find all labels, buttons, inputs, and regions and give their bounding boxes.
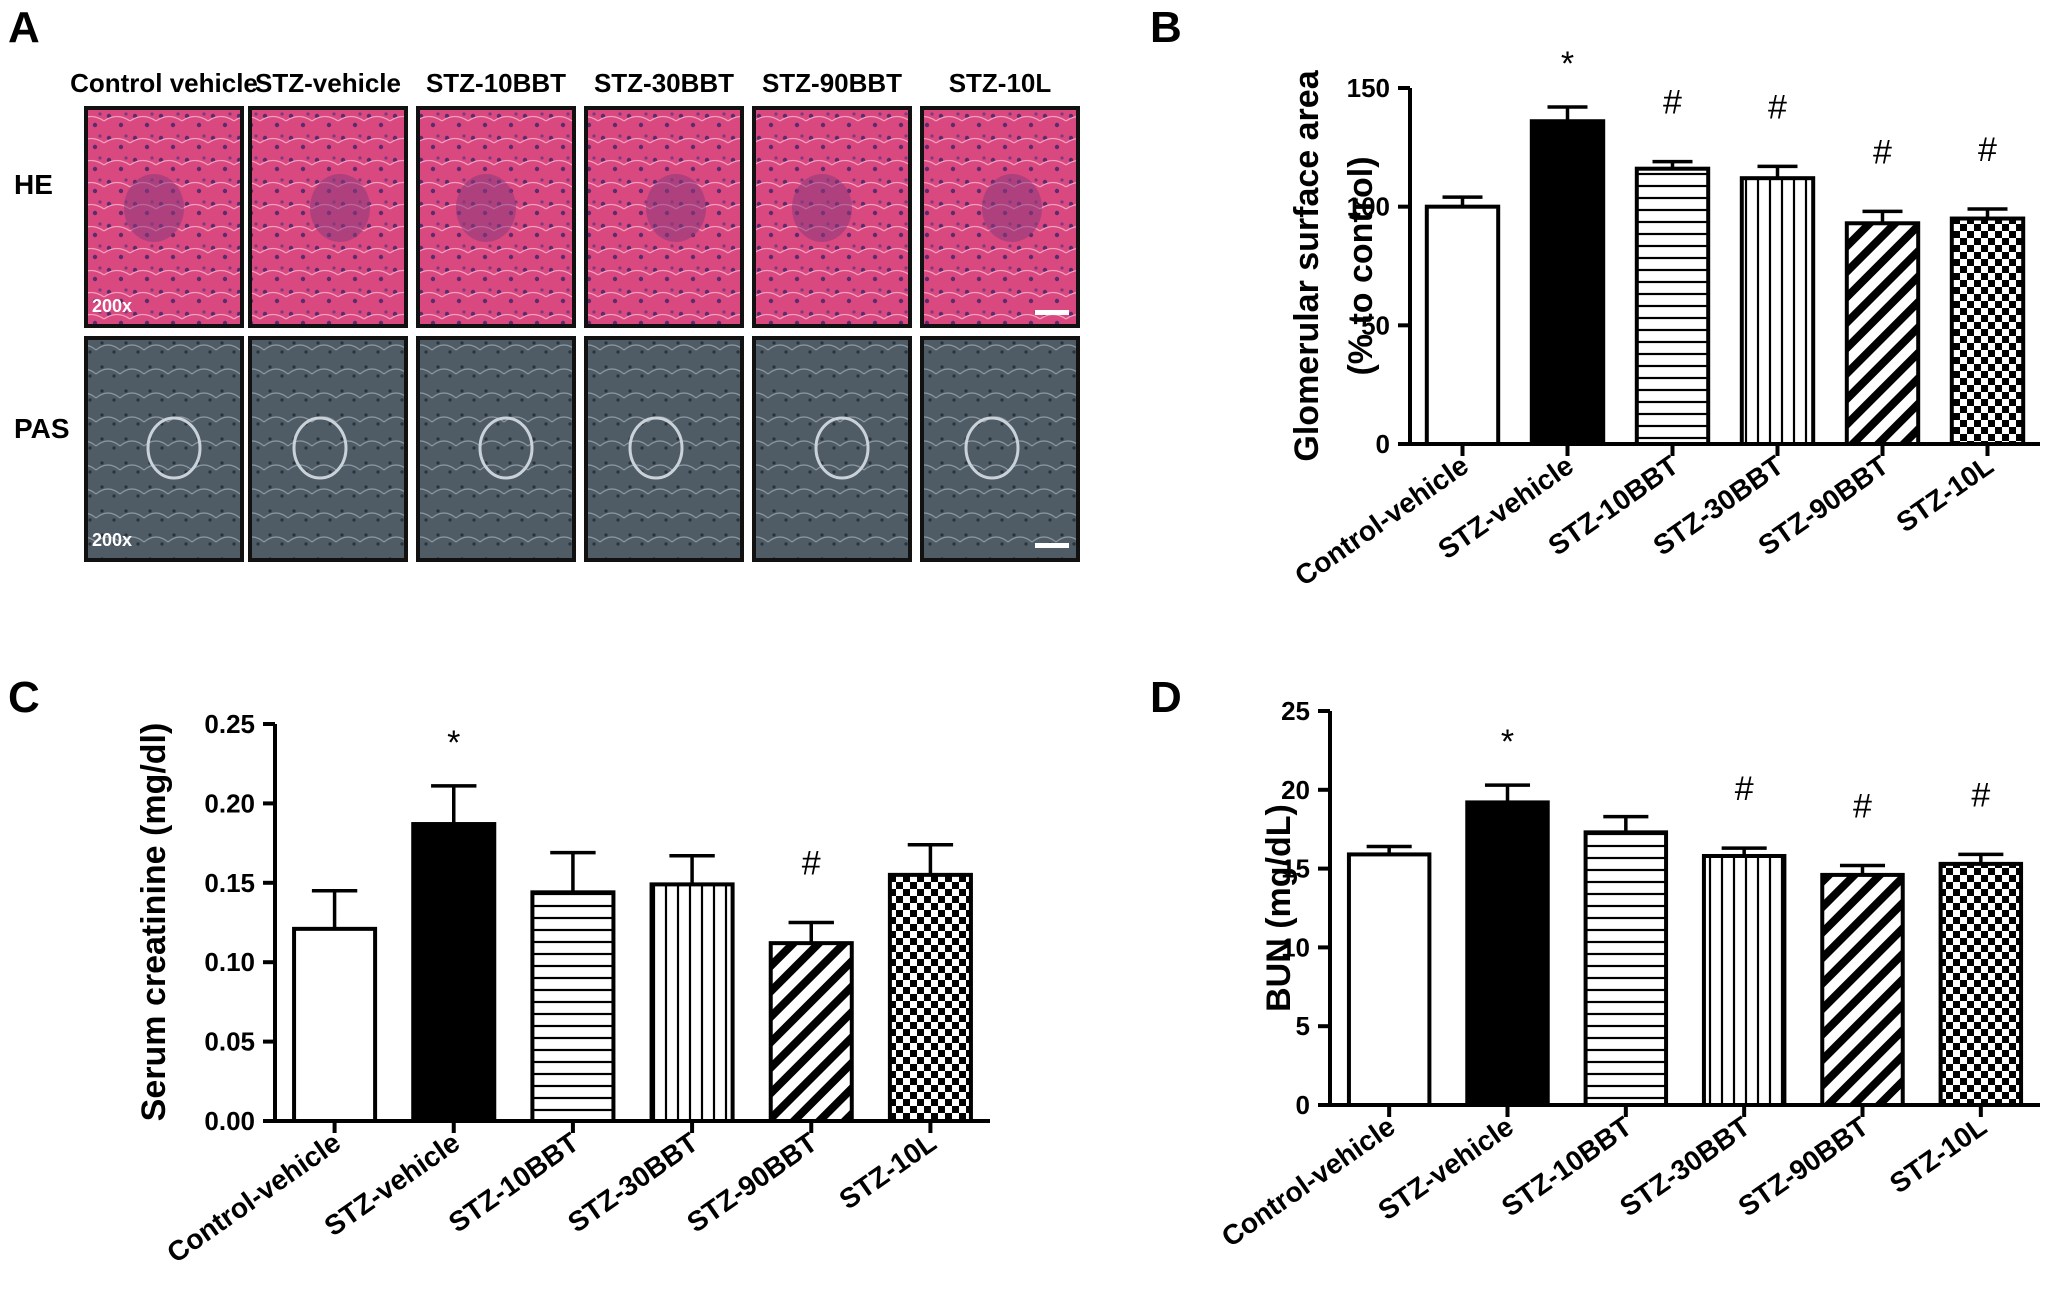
y-tick-label: 100	[1347, 192, 1390, 222]
pas-tile-stz-vehicle	[248, 336, 408, 562]
column-label-stz-vehicle: STZ-vehicle	[255, 68, 401, 98]
he-tile-stz-10bbt	[416, 106, 576, 328]
chart-d-bun: 0 5 10 15 20 25 BUN (mg/dL) Control-vehicle STZ-…	[1216, 696, 2040, 1253]
he-tile-stz-30bbt	[584, 106, 744, 328]
he-magnification-label: 200x	[92, 296, 132, 316]
x-tick-label-stz-10bbt: STZ-10BBT	[443, 1127, 584, 1239]
bar-stz-90bbt	[768, 941, 854, 1123]
he-tile-stz-vehicle	[248, 106, 408, 328]
bar-stz-vehicle	[1465, 800, 1550, 1108]
significance-star-stz-vehicle: *	[1561, 45, 1574, 83]
bar-stz-10l	[887, 872, 973, 1123]
y-tick-label: 0.00	[204, 1106, 255, 1136]
x-tick-label-stz-30bbt: STZ-30BBT	[562, 1127, 703, 1239]
he-tile-stz-10l	[920, 106, 1080, 328]
he-scale-bar	[1035, 310, 1069, 315]
x-tick-label-control-vehicle: Control-vehicle	[1289, 450, 1474, 592]
y-tick-label: 15	[1281, 854, 1310, 884]
panel-letter-b: B	[1150, 3, 1182, 52]
x-tick-label-stz-90bbt: STZ-90BBT	[681, 1127, 822, 1239]
chart-c-serum-creatinine: 0.00 0.05 0.10 0.15 0.20 0.25 Serum creatinine…	[135, 709, 990, 1269]
panel-letter-a: A	[8, 3, 40, 52]
significance-hash-stz-30bbt: #	[1735, 770, 1754, 808]
bar-stz-30bbt	[1701, 853, 1787, 1107]
pas-scale-bar	[1035, 543, 1069, 548]
y-axis-label-units: (% to control)	[1342, 156, 1380, 375]
bar-control-vehicle	[1424, 204, 1501, 446]
bar-stz-10bbt	[1583, 830, 1669, 1107]
y-tick-label: 10	[1281, 932, 1310, 962]
y-tick-label: 150	[1347, 73, 1390, 103]
significance-hash-stz-10l: #	[1971, 776, 1990, 814]
y-axis-label: Serum creatinine (mg/dl)	[135, 723, 173, 1122]
row-label-he: HE	[14, 169, 53, 200]
y-tick-label: 0	[1296, 1090, 1310, 1120]
micrograph-grid	[84, 106, 1080, 562]
pas-tile-stz-30bbt	[584, 336, 744, 562]
bar-control-vehicle	[292, 926, 378, 1123]
pas-tile-stz-10bbt	[416, 336, 576, 562]
y-tick-label: 0.20	[204, 788, 255, 818]
y-axis-label: Glomerular surface area	[1288, 69, 1326, 461]
x-tick-label-stz-vehicle: STZ-vehicle	[319, 1127, 466, 1243]
pas-tile-control-vehicle	[84, 336, 244, 562]
column-label-stz-90bbt: STZ-90BBT	[762, 68, 902, 98]
y-tick-label: 20	[1281, 775, 1310, 805]
bar-stz-vehicle	[1529, 119, 1606, 447]
chart-b-glomerular-surface-area: 0 50 100 150 Glomerular surface area (% to co…	[1288, 45, 2040, 592]
bar-control-vehicle	[1346, 852, 1432, 1108]
row-label-pas: PAS	[14, 413, 70, 444]
bar-stz-10bbt	[1634, 166, 1711, 446]
y-tick-label: 0.10	[204, 947, 255, 977]
pas-tile-stz-90bbt	[752, 336, 912, 562]
y-tick-label: 0.15	[204, 868, 255, 898]
column-label-control-vehicle: Control vehicle	[70, 68, 258, 98]
significance-hash-stz-10l: #	[1978, 131, 1997, 169]
y-tick-label: 5	[1296, 1011, 1310, 1041]
x-tick-label-stz-10bbt: STZ-10BBT	[1496, 1111, 1637, 1223]
x-tick-label-control-vehicle: Control-vehicle	[161, 1127, 346, 1269]
significance-hash-stz-30bbt: #	[1768, 88, 1787, 126]
y-axis-label: BUN (mg/dL)	[1260, 804, 1298, 1012]
x-tick-label-stz-90bbt: STZ-90BBT	[1733, 1111, 1874, 1223]
bar-stz-10l	[1949, 216, 2026, 446]
bar-stz-30bbt	[1739, 176, 1816, 446]
x-tick-label-stz-10l: STZ-10L	[1891, 450, 1999, 539]
x-tick-label-stz-10l: STZ-10L	[834, 1127, 942, 1216]
y-tick-label: 50	[1361, 310, 1390, 340]
significance-hash-stz-90bbt: #	[1873, 133, 1892, 171]
pas-magnification-label: 200x	[92, 530, 132, 550]
he-tile-stz-90bbt	[752, 106, 912, 328]
panel-letter-c: C	[8, 673, 40, 722]
y-tick-label: 0.05	[204, 1027, 255, 1057]
pas-tile-stz-10l	[920, 336, 1080, 562]
x-tick-label-stz-10l: STZ-10L	[1884, 1111, 1992, 1200]
y-tick-label: 0	[1376, 429, 1390, 459]
y-tick-label: 25	[1281, 696, 1310, 726]
significance-hash-stz-90bbt: #	[1853, 787, 1872, 825]
bar-stz-90bbt	[1844, 221, 1921, 446]
bar-stz-10bbt	[530, 890, 616, 1123]
bar-stz-vehicle	[411, 822, 497, 1123]
bar-stz-30bbt	[649, 882, 735, 1123]
significance-hash-stz-90bbt: #	[802, 845, 821, 883]
significance-hash-stz-10bbt: #	[1663, 84, 1682, 122]
column-label-stz-10bbt: STZ-10BBT	[426, 68, 566, 98]
bar-stz-90bbt	[1820, 872, 1905, 1107]
he-tile-control-vehicle	[84, 106, 244, 328]
significance-star-stz-vehicle: *	[447, 724, 460, 762]
x-tick-label-control-vehicle: Control-vehicle	[1216, 1111, 1401, 1253]
significance-star-stz-vehicle: *	[1501, 723, 1514, 761]
column-label-stz-10l: STZ-10L	[949, 68, 1052, 98]
bar-stz-10l	[1938, 861, 2024, 1108]
panel-letter-d: D	[1150, 673, 1182, 722]
x-tick-label-stz-30bbt: STZ-30BBT	[1614, 1111, 1755, 1223]
y-tick-label: 0.25	[204, 709, 255, 739]
column-label-stz-30bbt: STZ-30BBT	[594, 68, 734, 98]
